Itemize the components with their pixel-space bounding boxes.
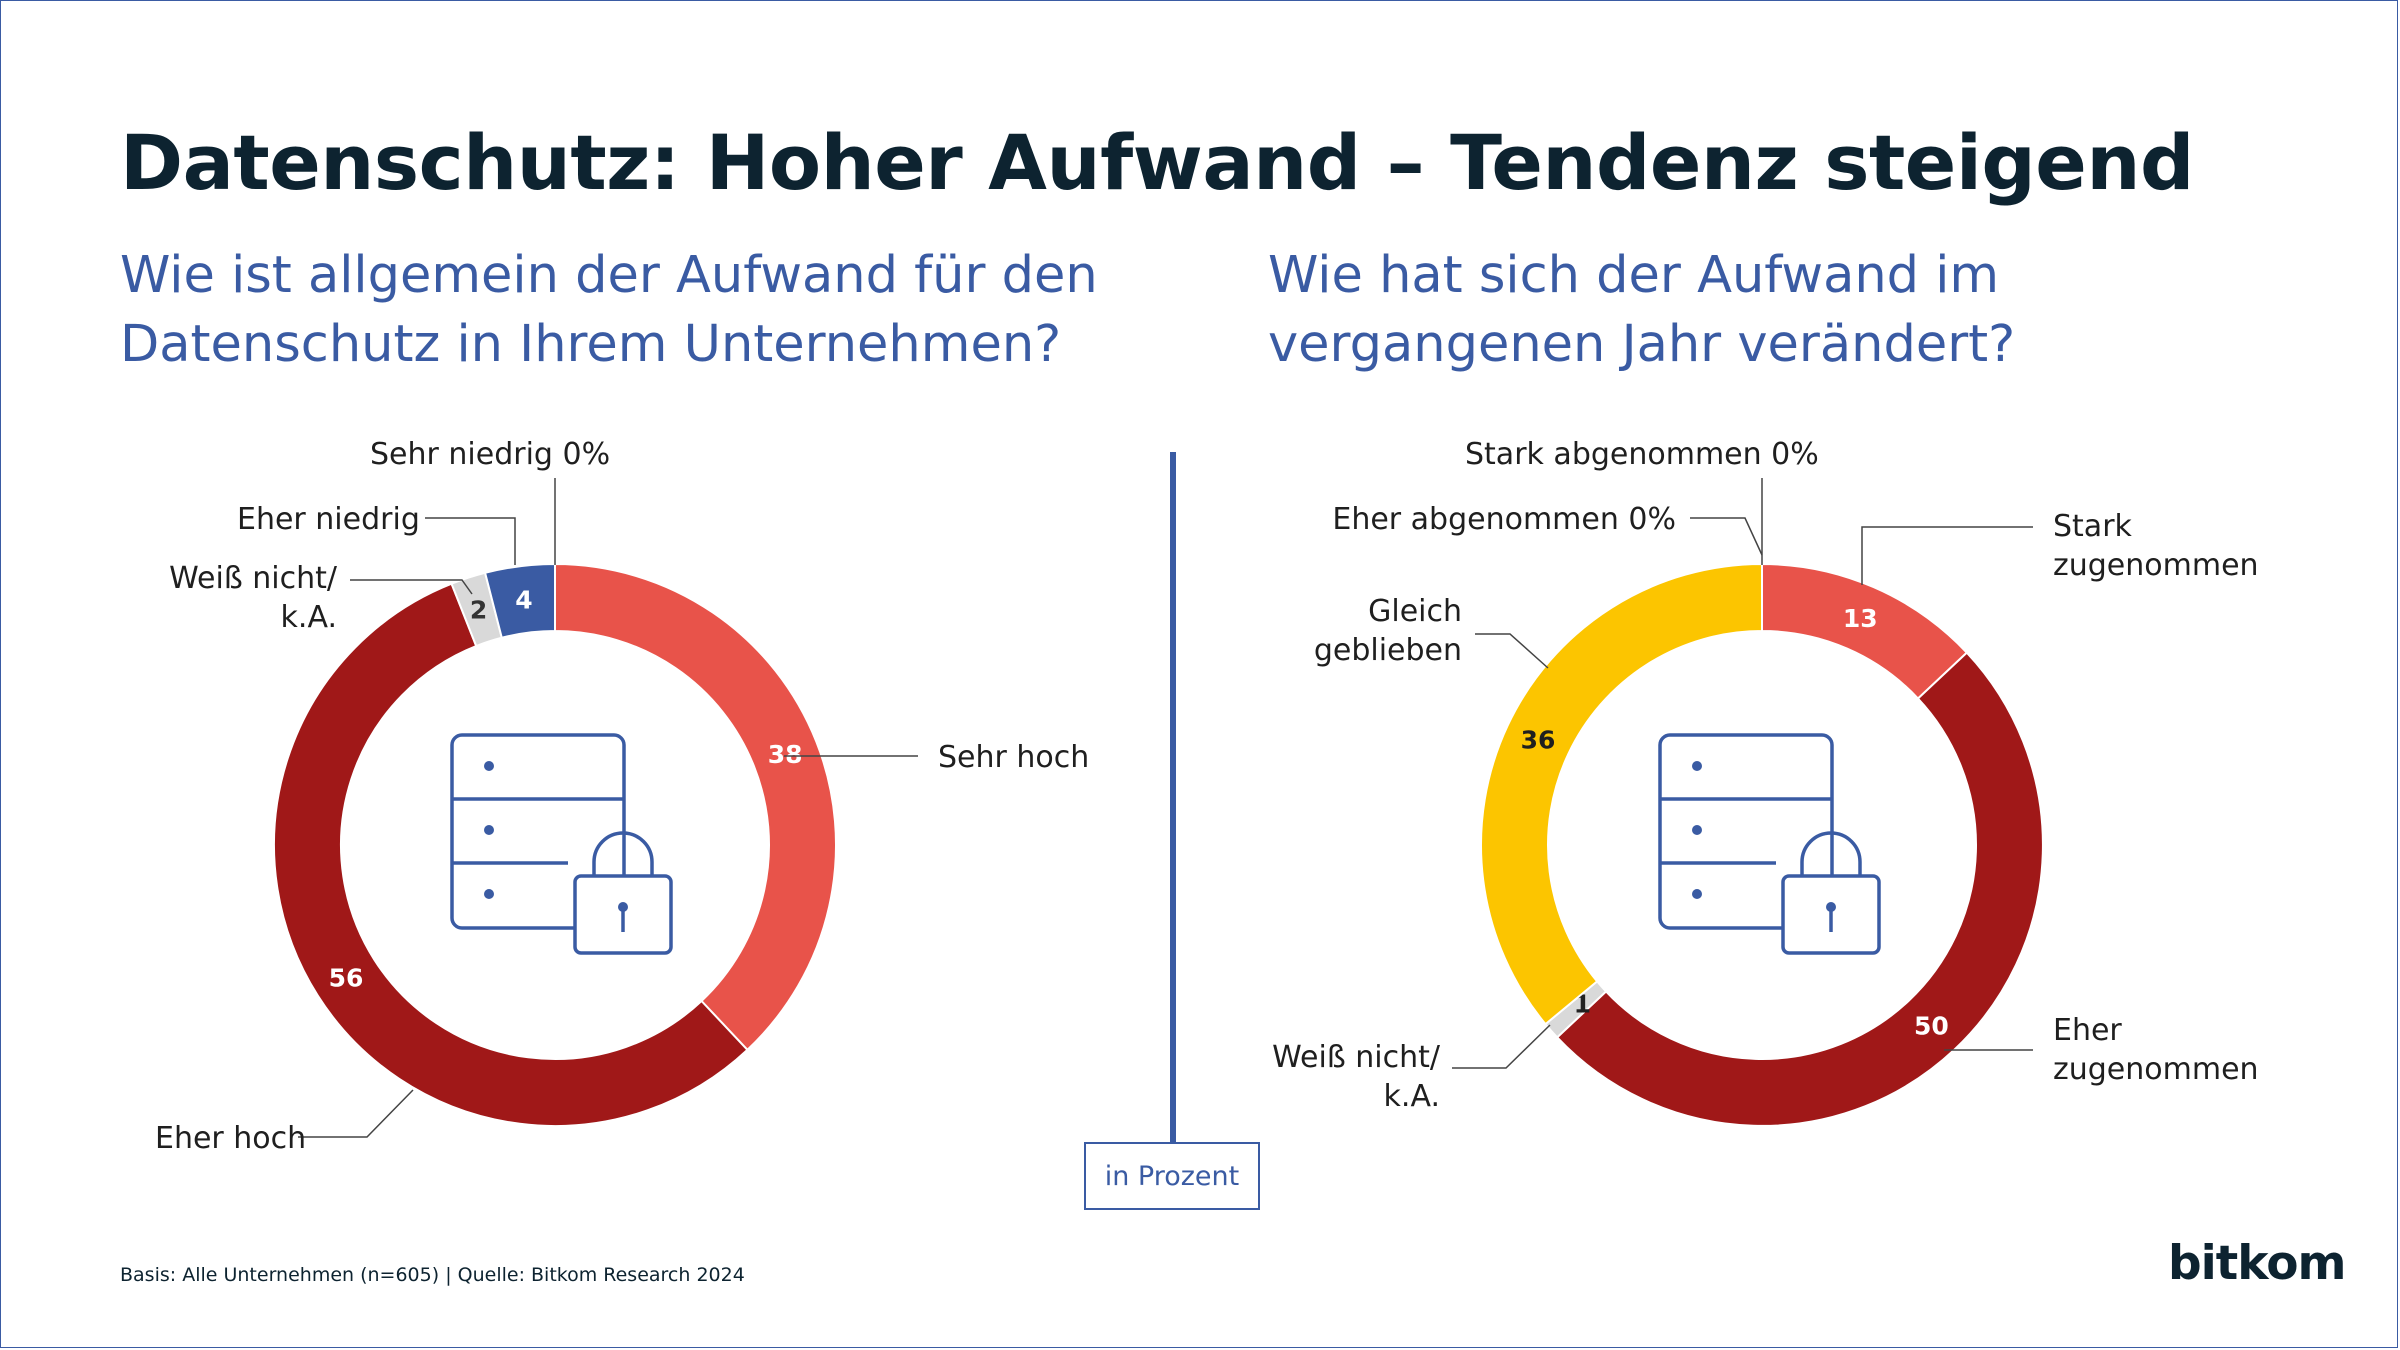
leader-line-eher-niedrig [425, 517, 516, 565]
center-divider [1170, 452, 1176, 1144]
value-label-stark-zugenommen: 13 [1843, 604, 1878, 633]
value-label-eher-niedrig: 4 [515, 585, 532, 614]
slice-eher-zugenommen [1555, 651, 2044, 1127]
value-label-eher-zugenommen: 50 [1914, 1011, 1949, 1040]
slice-gleich-geblieben [1480, 562, 1763, 1026]
unit-label: in Prozent [1084, 1142, 1260, 1210]
category-label-gleich-geblieben: Gleich geblieben [1314, 594, 1462, 668]
donut-chart-aufwand: 38 56 2 4 Sehr hoch Eher hoch Weiß nicht/k.A. E… [155, 437, 1089, 1156]
slice-sehr-hoch [554, 562, 837, 1052]
category-label-eher-niedrig: Eher niedrig [237, 502, 420, 537]
value-label-eher-hoch: 56 [329, 964, 364, 993]
category-label-eher-hoch: Eher hoch [155, 1121, 306, 1156]
leader-line-stark-zugenommen [1861, 526, 2033, 585]
category-label-eher-zugenommen: Eher zugenommen [2053, 1013, 2259, 1087]
leader-line-gleich-geblieben [1475, 633, 1549, 669]
value-label-weiss-nicht: 2 [470, 596, 487, 625]
slice-eher-hoch [273, 582, 749, 1127]
category-label-sehr-hoch: Sehr hoch [938, 740, 1089, 775]
source-note: Basis: Alle Unternehmen (n=605) | Quelle… [120, 1264, 745, 1286]
category-label-sehr-niedrig: Sehr niedrig 0% [370, 437, 610, 472]
category-label-eher-abgenommen: Eher abgenommen 0% [1332, 502, 1676, 537]
category-label-stark-abgenommen: Stark abgenommen 0% [1465, 437, 1819, 472]
page-title: Datenschutz: Hoher Aufwand – Tendenz ste… [120, 118, 2194, 207]
value-label-gleich-geblieben: 36 [1521, 726, 1556, 755]
category-label-weiss-nicht: Weiß nicht/k.A. [1272, 1040, 1441, 1114]
leader-line-weiss-nicht [1452, 1024, 1551, 1069]
slice-eher-niedrig [483, 562, 556, 639]
server-lock-icon-right [1658, 733, 1881, 955]
chart-left-question: Wie ist allgemein der Aufwand für den Da… [120, 246, 1098, 374]
category-label-weiss-nicht: Weiß nicht/k.A. [169, 561, 338, 635]
leader-line-eher-abgenommen [1690, 517, 1763, 556]
server-lock-icon-left [450, 733, 673, 955]
category-label-stark-zugenommen: Stark zugenommen [2053, 509, 2259, 583]
bitkom-logo: bitkom [2168, 1236, 2346, 1291]
value-label-sehr-hoch: 38 [768, 740, 803, 769]
leader-line-eher-hoch [298, 1089, 414, 1138]
chart-right-question: Wie hat sich der Aufwand im vergangenen … [1268, 246, 2016, 374]
leader-line-weiss-nicht [350, 579, 473, 595]
